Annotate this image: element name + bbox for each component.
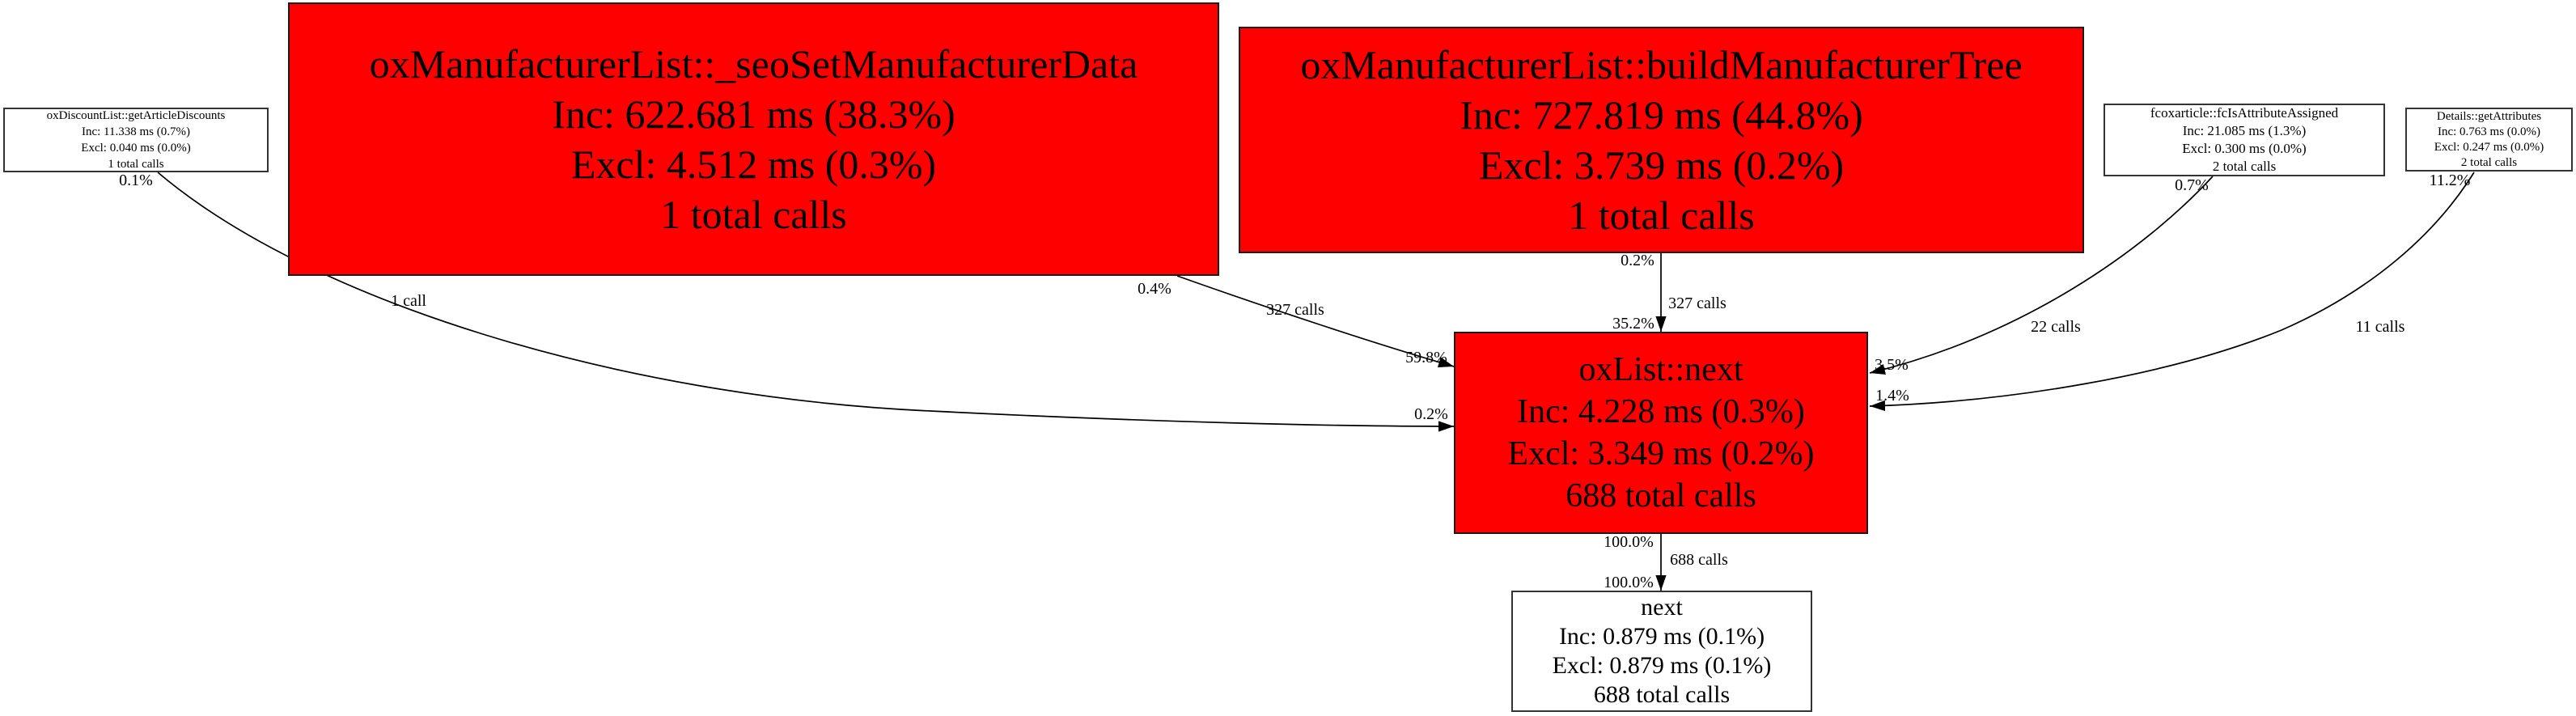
edge-label-call-count: 327 calls bbox=[1668, 294, 1727, 312]
edge-label-src-percent: 11.2% bbox=[2429, 172, 2471, 189]
node-title: oxManufacturerList::buildManufacturerTre… bbox=[1300, 42, 2023, 87]
edge-label-src-percent: 0.7% bbox=[2175, 176, 2209, 194]
node-oxmanufacturerlist-buildmanufacturertree[interactable]: oxManufacturerList::buildManufacturerTre… bbox=[1239, 27, 2084, 253]
edge-label-call-count: 327 calls bbox=[1266, 301, 1324, 319]
edge-label-src-percent: 0.2% bbox=[1621, 252, 1654, 269]
node-exclusive-time: Excl: 4.512 ms (0.3%) bbox=[570, 142, 937, 187]
node-next[interactable]: next Inc: 0.879 ms (0.1%) Excl: 0.879 ms… bbox=[1511, 591, 1812, 712]
node-exclusive-time: Excl: 0.247 ms (0.0%) bbox=[2434, 140, 2544, 154]
node-inclusive-time: Inc: 4.228 ms (0.3%) bbox=[1517, 393, 1805, 430]
node-exclusive-time: Excl: 3.349 ms (0.2%) bbox=[1507, 435, 1815, 472]
node-total-calls: 688 total calls bbox=[1593, 681, 1731, 708]
node-oxdiscountlist-getarticlediscounts[interactable]: oxDiscountList::getArticleDiscounts Inc:… bbox=[3, 108, 269, 172]
node-title: oxDiscountList::getArticleDiscounts bbox=[46, 109, 226, 122]
edge-label-src-percent: 0.1% bbox=[119, 172, 153, 189]
node-title: oxList::next bbox=[1578, 351, 1743, 388]
node-total-calls: 2 total calls bbox=[2212, 159, 2277, 174]
edge-label-dst-percent: 0.2% bbox=[1414, 405, 1448, 423]
node-title: Details::getAttributes bbox=[2436, 109, 2542, 123]
edge-label-dst-percent: 1.4% bbox=[1875, 387, 1909, 405]
node-fcoxarticle-fcisattributeassigned[interactable]: fcoxarticle::fcIsAttributeAssigned Inc: … bbox=[2104, 104, 2385, 176]
node-exclusive-time: Excl: 0.040 ms (0.0%) bbox=[81, 142, 191, 155]
node-oxlist-next[interactable]: oxList::next Inc: 4.228 ms (0.3%) Excl: … bbox=[1454, 332, 1868, 534]
node-inclusive-time: Inc: 11.338 ms (0.7%) bbox=[81, 125, 190, 138]
node-total-calls: 1 total calls bbox=[1568, 193, 1755, 238]
node-inclusive-time: Inc: 0.879 ms (0.1%) bbox=[1558, 623, 1765, 650]
node-total-calls: 2 total calls bbox=[2460, 155, 2518, 169]
node-inclusive-time: Inc: 21.085 ms (1.3%) bbox=[2182, 123, 2307, 138]
node-title: fcoxarticle::fcIsAttributeAssigned bbox=[2150, 105, 2339, 121]
edge-label-src-percent: 0.4% bbox=[1138, 280, 1171, 298]
node-total-calls: 1 total calls bbox=[108, 158, 164, 171]
edge-label-dst-percent: 3.5% bbox=[1875, 356, 1909, 374]
node-exclusive-time: Excl: 3.739 ms (0.2%) bbox=[1478, 142, 1845, 188]
edge-label-dst-percent: 59.8% bbox=[1405, 349, 1447, 366]
node-inclusive-time: Inc: 0.763 ms (0.0%) bbox=[2437, 125, 2541, 138]
node-inclusive-time: Inc: 622.681 ms (38.3%) bbox=[552, 91, 955, 137]
node-exclusive-time: Excl: 0.879 ms (0.1%) bbox=[1552, 652, 1772, 679]
node-oxmanufacturerlist-seosetmanufacturerdata[interactable]: oxManufacturerList::_seoSetManufacturerD… bbox=[288, 2, 1219, 276]
node-title: oxManufacturerList::_seoSetManufacturerD… bbox=[369, 41, 1138, 87]
edge-label-call-count: 1 call bbox=[391, 292, 426, 310]
edge-label-call-count: 688 calls bbox=[1670, 551, 1728, 569]
node-title: next bbox=[1641, 594, 1683, 621]
edge-label-call-count: 11 calls bbox=[2355, 318, 2405, 336]
edge-label-src-percent: 100.0% bbox=[1604, 533, 1654, 551]
node-details-getattributes[interactable]: Details::getAttributes Inc: 0.763 ms (0.… bbox=[2405, 108, 2573, 172]
node-total-calls: 688 total calls bbox=[1566, 477, 1756, 515]
edge-label-call-count: 22 calls bbox=[2031, 318, 2081, 336]
node-exclusive-time: Excl: 0.300 ms (0.0%) bbox=[2182, 141, 2307, 156]
edge-label-dst-percent: 35.2% bbox=[1612, 315, 1654, 333]
node-total-calls: 1 total calls bbox=[660, 192, 847, 237]
edge-label-dst-percent: 100.0% bbox=[1604, 574, 1654, 591]
node-inclusive-time: Inc: 727.819 ms (44.8%) bbox=[1460, 92, 1863, 138]
